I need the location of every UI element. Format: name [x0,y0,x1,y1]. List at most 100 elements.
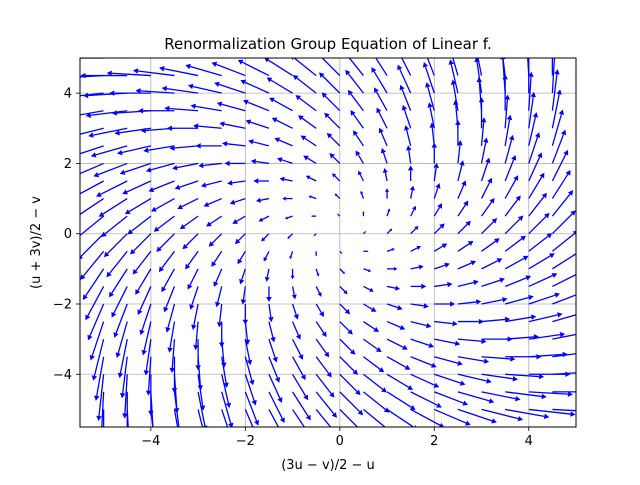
field-arrow [269,97,293,112]
field-arrow [505,408,550,420]
field-arrow [292,409,306,427]
field-arrow [185,250,199,270]
field-arrow [169,339,176,373]
field-arrow [80,72,128,79]
field-arrow [159,66,199,77]
field-arrow [410,408,445,427]
field-arrow [292,373,309,401]
field-arrow [362,231,367,235]
field-arrow [165,303,176,333]
field-arrow [211,250,223,267]
field-arrow [386,338,408,350]
y-tick-label: 2 [64,157,72,172]
field-arrow [374,87,388,112]
field-arrow [528,91,536,129]
field-arrow [85,286,105,321]
field-arrow [434,408,471,426]
field-arrow [253,178,269,184]
y-tick-label: 4 [64,87,72,102]
field-arrow [409,185,415,199]
field-arrow [504,94,511,129]
field-arrow [242,99,270,112]
field-arrow [145,162,175,173]
field-arrow [264,268,270,282]
field-arrow [481,373,518,382]
field-arrow [457,391,495,404]
field-arrow [266,286,272,303]
field-arrow [528,253,555,270]
field-arrow [117,339,128,379]
field-arrow [551,58,554,76]
field-arrow [258,215,270,222]
field-arrow [268,303,274,323]
field-arrow [355,150,364,164]
field-arrow [457,160,465,182]
field-arrow [187,268,199,290]
field-arrow [353,130,364,147]
field-arrow [334,193,341,200]
field-arrow [362,210,365,217]
field-arrow [289,251,294,260]
field-arrow [166,125,199,132]
field-arrow [375,58,388,76]
field-arrow [339,303,351,315]
field-arrow [504,134,515,164]
field-arrow [291,286,297,300]
field-arrow [93,356,105,401]
field-arrow [339,338,356,355]
field-arrow [386,228,393,235]
field-arrow [227,180,246,186]
field-arrow [504,235,526,252]
field-arrow [332,173,341,182]
field-arrow [386,248,395,252]
field-arrow [150,409,154,427]
field-arrow [505,391,547,400]
field-arrow [193,123,222,129]
field-arrow [552,408,576,412]
field-arrow [158,250,175,273]
field-arrow [457,260,477,270]
field-arrow [96,180,128,197]
field-arrow [244,391,260,426]
field-arrow [214,81,246,94]
x-axis-label: (3u − v)/2 − u [281,458,375,473]
field-arrow [410,264,424,270]
field-arrow [101,215,128,237]
field-arrow [339,250,343,254]
field-arrow [528,71,534,111]
field-arrow [292,391,311,421]
field-arrow [551,89,562,129]
field-arrow [481,218,498,235]
field-arrow [82,268,105,301]
field-arrow [115,321,128,358]
field-arrow [401,104,412,129]
field-arrow [193,321,199,351]
field-arrow [261,233,270,242]
field-arrow [90,145,128,158]
field-arrow [481,258,503,270]
field-arrow [480,137,489,164]
field-arrow [480,157,491,182]
field-arrow [339,268,346,275]
field-arrow [410,356,437,368]
field-arrow [410,245,422,252]
field-arrow [268,374,283,403]
field-arrow [91,338,105,381]
field-arrow [208,233,223,247]
field-arrow [481,238,500,252]
field-arrow [182,233,199,250]
field-arrow [552,391,576,393]
plot-frame [79,57,577,428]
field-arrow [85,110,128,119]
field-arrow [80,250,105,280]
field-arrow [434,301,456,307]
field-arrow [410,320,432,329]
field-arrow [434,320,458,327]
field-arrow [295,95,317,112]
field-arrow [173,409,179,427]
field-arrow [528,391,573,397]
field-arrow [477,58,483,76]
field-arrow [290,268,295,280]
field-arrow [111,286,128,318]
